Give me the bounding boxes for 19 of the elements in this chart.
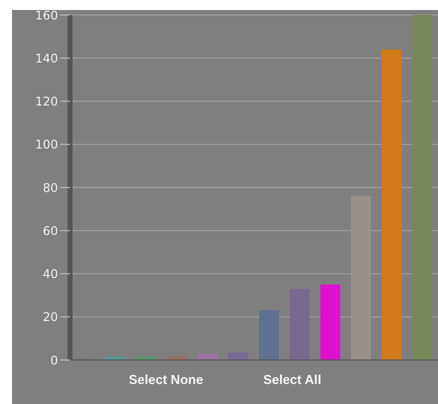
bar: [412, 15, 432, 360]
y-tick-label: 0: [50, 353, 58, 368]
bar: [320, 284, 340, 360]
y-tick-label: 160: [35, 8, 58, 22]
y-tick-label: 40: [42, 267, 58, 282]
y-tick-label: 140: [35, 51, 58, 66]
bar: [198, 354, 218, 360]
y-tick-label: 80: [42, 180, 58, 195]
text: Select All: [263, 372, 322, 387]
text: Select None: [128, 372, 204, 387]
y-tick-label: 60: [42, 224, 58, 238]
y-tick-label: 20: [42, 310, 58, 324]
bar: [228, 352, 248, 360]
bar: [290, 288, 310, 360]
y-tick-label: 100: [35, 138, 58, 152]
bar: [259, 310, 279, 360]
bar: [382, 50, 402, 360]
y-tick-label: 120: [35, 94, 58, 109]
bar: [351, 196, 371, 360]
